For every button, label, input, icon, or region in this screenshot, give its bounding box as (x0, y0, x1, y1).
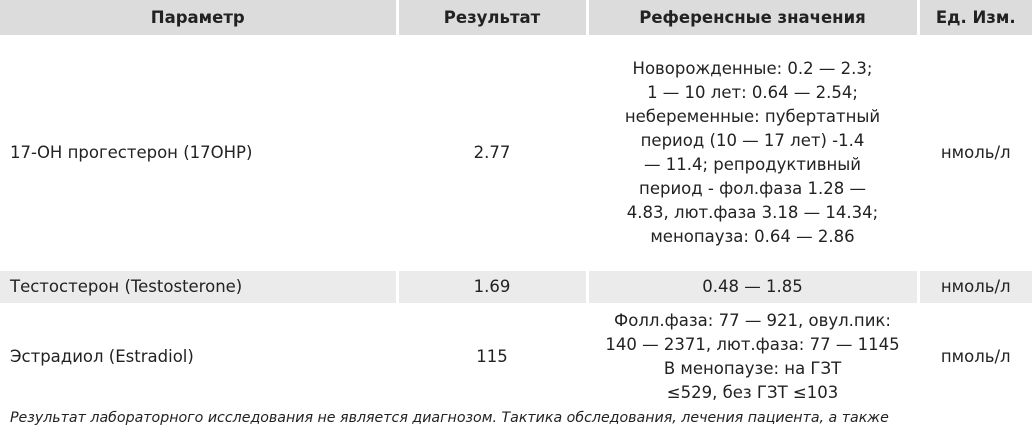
header-parameter: Параметр (0, 0, 399, 38)
reference-line: 0.48 — 1.85 (702, 277, 803, 296)
reference-line: В менопаузе: на ГЗТ (663, 359, 842, 378)
reference-cell: Фолл.фаза: 77 — 921, овул.пик: 140 — 237… (587, 304, 920, 411)
parameter-cell: Тестостерон (Testosterone) (0, 269, 399, 306)
reference-line: — 11.4; репродуктивный (643, 155, 861, 174)
reference-line: период - фол.фаза 1.28 — (639, 179, 866, 198)
reference-cell: 0.48 — 1.85 (587, 269, 920, 306)
reference-line: Фолл.фаза: 77 — 921, овул.пик: (614, 311, 891, 330)
reference-line: небеременные: пубертатный (624, 107, 881, 126)
reference-line: 140 — 2371, лют.фаза: 77 — 1145 (605, 335, 900, 354)
reference-line: 4.83, лют.фаза 3.18 — 14.34; (626, 203, 879, 222)
header-reference: Референсные значения (587, 0, 920, 38)
disclaimer-text: Результат лабораторного исследования не … (10, 410, 889, 426)
reference-line: 1 — 10 лет: 0.64 — 2.54; (647, 83, 858, 102)
parameter-cell: 17-ОН прогестерон (17OHP) (0, 36, 399, 271)
table-row: 17-ОН прогестерон (17OHP) 2.77 Новорожде… (0, 36, 1032, 271)
reference-cell: Новорожденные: 0.2 — 2.3; 1 — 10 лет: 0.… (587, 36, 920, 271)
reference-line: период (10 — 17 лет) -1.4 (640, 131, 865, 150)
table-header: Параметр Результат Референсные значения … (0, 0, 1032, 38)
unit-cell: пмоль/л (918, 304, 1032, 411)
unit-cell: нмоль/л (918, 36, 1032, 271)
table-row: Тестостерон (Testosterone) 1.69 0.48 — 1… (0, 269, 1032, 306)
table-row: Эстрадиол (Estradiol) 115 Фолл.фаза: 77 … (0, 304, 1032, 411)
header-unit: Ед. Изм. (918, 0, 1032, 38)
result-cell: 115 (397, 304, 589, 411)
reference-line: Новорожденные: 0.2 — 2.3; (632, 59, 873, 78)
unit-cell: нмоль/л (918, 269, 1032, 306)
result-cell: 1.69 (397, 269, 589, 306)
header-row: Параметр Результат Референсные значения … (0, 0, 1032, 38)
reference-line: ≤529, без ГЗТ ≤103 (666, 383, 839, 402)
reference-line: менопауза: 0.64 — 2.86 (650, 227, 855, 246)
lab-results-table: Параметр Результат Референсные значения … (0, 0, 1032, 411)
header-result: Результат (397, 0, 589, 38)
result-cell: 2.77 (397, 36, 589, 271)
parameter-cell: Эстрадиол (Estradiol) (0, 304, 399, 411)
